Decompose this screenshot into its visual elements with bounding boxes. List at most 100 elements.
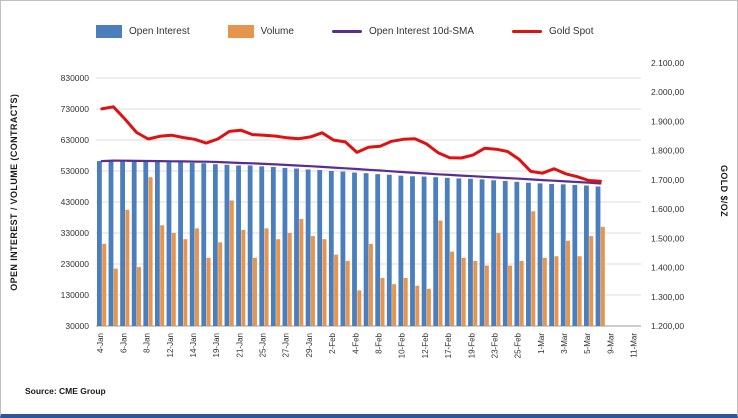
svg-text:17-Feb: 17-Feb — [444, 332, 453, 358]
oi-bar — [410, 176, 415, 326]
x-axis-labels: 4-Jan 6-Jan 8-Jan 12-Jan 14-Jan 19-Jan 21-Jan 2… — [96, 332, 638, 358]
svg-text:19-Feb: 19-Feb — [467, 332, 476, 358]
oi-bar — [456, 178, 462, 326]
oi-bar — [97, 161, 102, 326]
svg-text:8-Feb: 8-Feb — [374, 332, 383, 353]
oi-bar — [595, 186, 601, 326]
svg-text:8-Jan: 8-Jan — [143, 333, 152, 353]
volume-bar — [102, 243, 107, 326]
oi-bar — [236, 165, 241, 326]
volume-bar — [276, 239, 281, 326]
svg-text:1.800,00: 1.800,00 — [651, 146, 684, 156]
left-axis-ticks: 30000 130000 230000 330000 430000 530000 63000… — [61, 73, 90, 331]
svg-text:25-Feb: 25-Feb — [514, 332, 523, 358]
volume-bar — [519, 260, 524, 326]
oi-bar — [584, 185, 589, 326]
volume-bar — [357, 290, 362, 326]
svg-text:1.600,00: 1.600,00 — [651, 204, 684, 214]
oi-bar — [305, 169, 311, 326]
svg-text:11-Mar: 11-Mar — [630, 333, 639, 358]
oi-bar — [363, 173, 369, 326]
volume-bar — [322, 239, 327, 326]
oi-bar — [166, 162, 172, 326]
oi-bar — [154, 161, 160, 326]
legend-item-sma: Open Interest 10d-SMA — [331, 26, 475, 37]
svg-text:23-Feb: 23-Feb — [490, 332, 499, 358]
svg-text:730000: 730000 — [61, 104, 90, 114]
svg-text:130000: 130000 — [61, 290, 90, 300]
volume-bar — [206, 257, 211, 326]
svg-text:1.300,00: 1.300,00 — [651, 292, 684, 302]
svg-text:1.900,00: 1.900,00 — [651, 116, 684, 126]
volume-bar — [496, 233, 501, 326]
svg-text:1.200,00: 1.200,00 — [651, 321, 684, 331]
oi-bar — [189, 162, 195, 326]
oi-bar — [212, 164, 218, 326]
volume-bars — [102, 177, 605, 326]
svg-text:4-Feb: 4-Feb — [351, 332, 360, 353]
svg-text:14-Jan: 14-Jan — [189, 333, 198, 357]
volume-bar — [125, 209, 130, 326]
svg-text:30000: 30000 — [65, 321, 89, 331]
svg-text:330000: 330000 — [61, 228, 90, 238]
legend-item-open-interest: Open Interest — [96, 25, 190, 38]
oi-bar — [317, 170, 323, 326]
oi-bar — [526, 182, 531, 326]
volume-bar — [171, 233, 176, 326]
volume-bar — [136, 267, 141, 326]
volume-bar — [218, 242, 223, 326]
volume-bar — [241, 229, 246, 326]
volume-bar — [531, 211, 536, 326]
svg-text:21-Jan: 21-Jan — [235, 333, 244, 357]
oi-bar — [282, 167, 288, 326]
volume-bar — [600, 226, 605, 326]
oi-bar — [375, 174, 381, 326]
open-interest-bars — [97, 160, 601, 326]
volume-bar — [473, 260, 478, 326]
sma-line — [100, 159, 602, 185]
volume-bar — [542, 257, 547, 326]
svg-text:9-Mar: 9-Mar — [606, 333, 615, 354]
volume-bar — [566, 240, 571, 326]
legend-label-gold-spot: Gold Spot — [549, 26, 594, 37]
oi-bar — [421, 176, 427, 326]
oi-bar — [433, 177, 439, 326]
legend-label-volume: Volume — [260, 26, 294, 37]
oi-bar — [247, 165, 253, 326]
volume-bar — [345, 260, 350, 326]
oi-bar — [386, 174, 392, 326]
volume-bar — [484, 265, 489, 326]
volume-bar — [438, 220, 443, 326]
volume-bar — [252, 257, 257, 326]
oi-bar — [143, 161, 149, 326]
oi-bar — [328, 171, 334, 326]
oi-bar — [120, 160, 125, 326]
svg-text:29-Jan: 29-Jan — [305, 333, 314, 357]
legend-label-sma: Open Interest 10d-SMA — [368, 26, 475, 37]
oi-bar — [131, 161, 137, 326]
volume-bar — [589, 236, 594, 326]
volume-bar — [183, 239, 188, 326]
legend: Open Interest Volume Open Interest 10d-S… — [96, 25, 594, 38]
svg-text:530000: 530000 — [61, 166, 90, 176]
volume-bar — [264, 228, 269, 326]
svg-text:430000: 430000 — [61, 197, 90, 207]
svg-text:630000: 630000 — [61, 135, 90, 145]
volume-bar — [299, 219, 304, 326]
right-axis-ticks: 1.200,00 1.300,00 1.400,00 1.500,00 1.600,00… — [651, 58, 684, 331]
oi-bar — [178, 162, 183, 326]
source-text: Source: CME Group — [25, 386, 106, 396]
oi-bar — [224, 164, 230, 326]
oi-bar — [270, 166, 276, 326]
open-interest-swatch-icon — [96, 25, 122, 38]
oi-bar — [537, 183, 543, 326]
legend-label-open-interest: Open Interest — [129, 26, 190, 37]
volume-bar — [415, 285, 420, 326]
svg-text:10-Feb: 10-Feb — [398, 332, 407, 358]
oi-bar — [502, 180, 508, 326]
oi-bar — [201, 163, 207, 326]
svg-text:5-Mar: 5-Mar — [583, 333, 592, 354]
volume-bar — [113, 268, 118, 326]
svg-text:1.700,00: 1.700,00 — [651, 175, 684, 185]
volume-bar — [508, 265, 513, 326]
